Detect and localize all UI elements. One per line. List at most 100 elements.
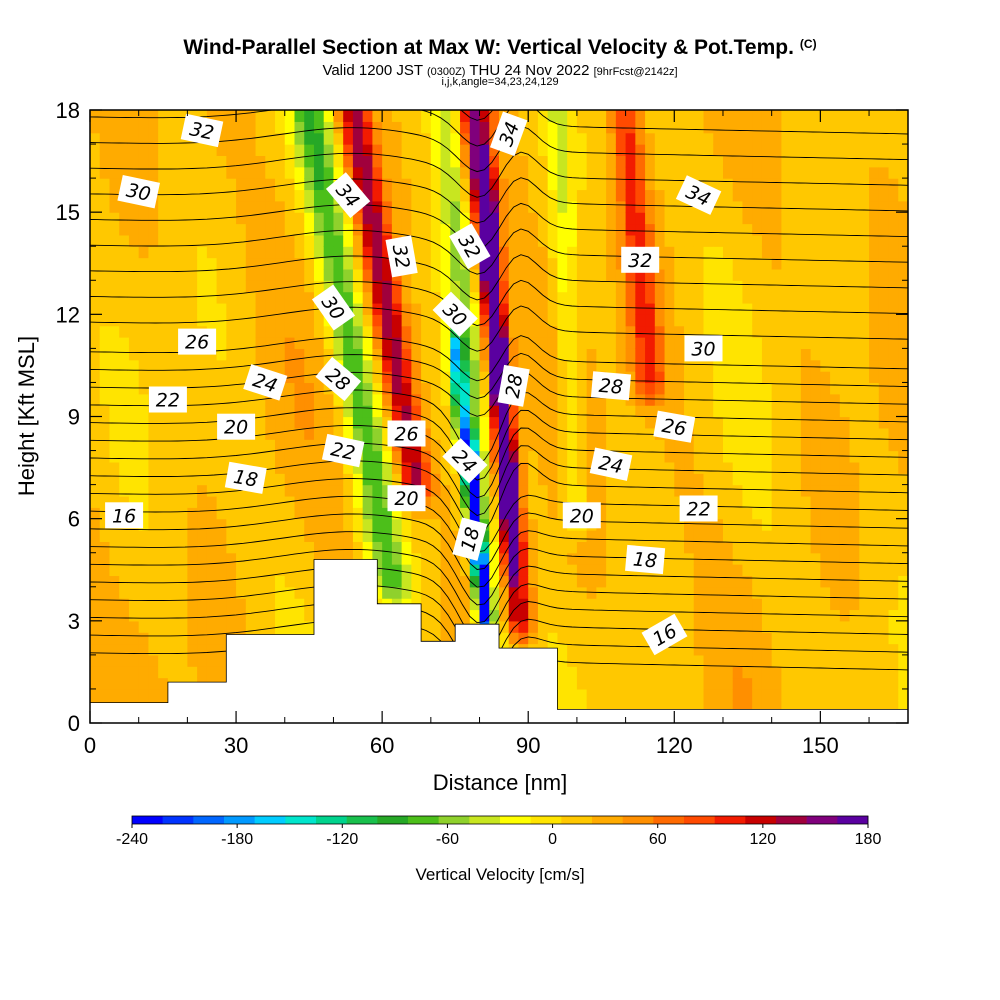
w-cell [177,200,188,213]
w-cell [440,598,451,611]
w-cell [781,234,792,247]
w-cell [255,268,266,281]
w-cell [645,473,656,486]
w-cell [635,337,646,349]
theta-label-bg [311,284,356,331]
w-cell [752,337,763,349]
w-cell [469,132,481,145]
w-cell [859,666,870,679]
w-cell [830,598,841,611]
w-cell [430,575,442,588]
w-cell [557,371,568,384]
w-cell [800,302,812,315]
w-cell [362,427,374,440]
theta-contour-line [90,335,908,382]
w-cell [567,155,578,168]
w-cell [722,450,734,463]
w-cell [148,371,159,384]
w-cell [99,427,111,440]
w-cell [362,246,374,259]
w-cell [830,507,841,520]
w-cell [800,212,812,225]
w-cell [869,552,880,565]
w-cell [586,280,597,293]
w-cell [528,189,539,202]
w-cell [703,518,714,531]
w-cell [352,371,364,384]
w-cell [859,632,870,645]
w-cell [245,575,257,588]
w-cell [645,212,656,225]
w-cell [411,450,422,463]
w-cell [771,200,783,213]
w-cell [800,427,812,440]
w-cell [401,268,412,281]
theta-label-text: 20 [224,417,248,439]
w-cell [810,246,821,259]
w-cell [664,439,675,452]
y-tick-label: 15 [56,200,80,225]
w-cell [109,666,120,679]
w-cell [382,427,393,440]
w-cell [596,643,607,656]
w-cell [693,314,705,327]
w-cell [430,495,442,508]
w-cell [781,121,792,134]
w-cell [606,166,617,179]
w-cell [869,484,880,497]
w-cell [148,473,159,486]
w-cell [421,598,432,611]
w-cell [343,234,354,247]
w-cell [596,348,607,361]
w-cell [265,518,276,531]
w-cell [265,166,276,179]
w-cell [878,677,890,690]
w-cell [674,439,685,452]
w-cell [820,246,831,259]
w-cell [674,268,685,281]
w-cell [859,348,870,361]
w-cell [177,439,188,452]
w-cell [810,155,821,168]
w-cell [333,234,344,247]
w-cell [567,666,578,679]
w-cell [537,382,549,395]
w-cell [576,405,588,418]
w-cell [499,620,510,633]
w-cell [479,575,490,588]
w-cell [830,405,841,418]
w-cell [761,325,773,338]
w-cell [128,473,140,486]
w-cell [537,132,549,145]
w-cell [791,427,802,440]
w-cell [352,280,364,293]
w-cell [343,393,354,406]
w-cell [635,416,646,429]
w-cell [820,393,831,406]
w-cell [128,155,140,168]
w-cell [557,427,568,440]
w-cell [859,110,870,122]
theta-label-text: 18 [232,466,260,492]
w-cell [499,234,510,247]
w-cell [479,223,490,236]
w-cell [255,110,266,122]
y-tick-label: 0 [68,711,80,736]
w-cell [401,212,412,225]
w-cell [693,246,705,259]
w-cell [362,484,374,497]
w-cell [499,473,510,486]
w-cell [90,473,101,486]
w-cell [109,473,120,486]
w-cell [684,325,695,338]
w-cell [693,654,705,667]
w-cell [713,654,724,667]
w-cell [528,439,539,452]
w-cell [567,348,578,361]
w-cell [382,144,393,157]
w-cell [518,144,529,157]
w-cell [421,314,432,327]
w-cell [119,200,130,213]
w-cell [869,427,880,440]
w-cell [323,223,335,236]
